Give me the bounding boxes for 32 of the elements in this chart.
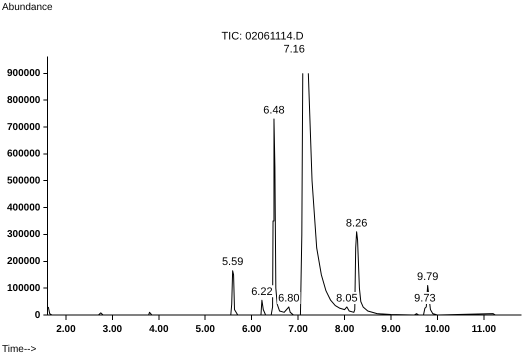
y-tick-label: 800000 — [6, 94, 41, 106]
y-axis-title: Abundance — [2, 2, 54, 13]
y-tick-label: 600000 — [6, 148, 41, 160]
y-tick-label: 200000 — [6, 256, 41, 268]
y-tick-label: 900000 — [6, 68, 41, 80]
annotation: 8.26 — [346, 217, 368, 230]
y-tick-label: 0 — [34, 310, 41, 321]
x-tick-label: 11.00 — [472, 324, 497, 335]
x-tick-label: 7.00 — [288, 324, 308, 335]
annotation: 6.22 — [251, 286, 273, 298]
x-tick-label: 6.00 — [242, 324, 262, 335]
x-tick-label: 5.00 — [196, 324, 216, 335]
x-axis-title: Time--> — [2, 344, 37, 355]
annotation: 6.48 — [263, 104, 285, 116]
annotation: 9.73 — [414, 292, 436, 304]
text: 7.16 — [283, 44, 305, 56]
y-tick-label: 500000 — [6, 175, 41, 186]
x-tick-label: 2.00 — [56, 324, 76, 335]
y-tick-label: 700000 — [6, 122, 41, 133]
x-tick-label: 10.00 — [424, 324, 450, 335]
y-tick-label: 400000 — [6, 202, 41, 214]
x-tick-label: 4.00 — [149, 324, 169, 335]
annotation: 6.80 — [278, 292, 300, 304]
annotation: 9.79 — [416, 270, 438, 283]
y-tick-label: 100000 — [6, 282, 41, 294]
x-tick-label: 9.00 — [381, 324, 402, 335]
x-tick-label: 8.00 — [334, 324, 355, 335]
chart-title: TIC: 02061114.D — [221, 30, 304, 43]
annotation: 5.59 — [222, 256, 244, 268]
x-tick-label: 3.00 — [102, 324, 123, 335]
annotation: 8.05 — [336, 292, 358, 304]
y-tick-label: 300000 — [6, 229, 41, 240]
